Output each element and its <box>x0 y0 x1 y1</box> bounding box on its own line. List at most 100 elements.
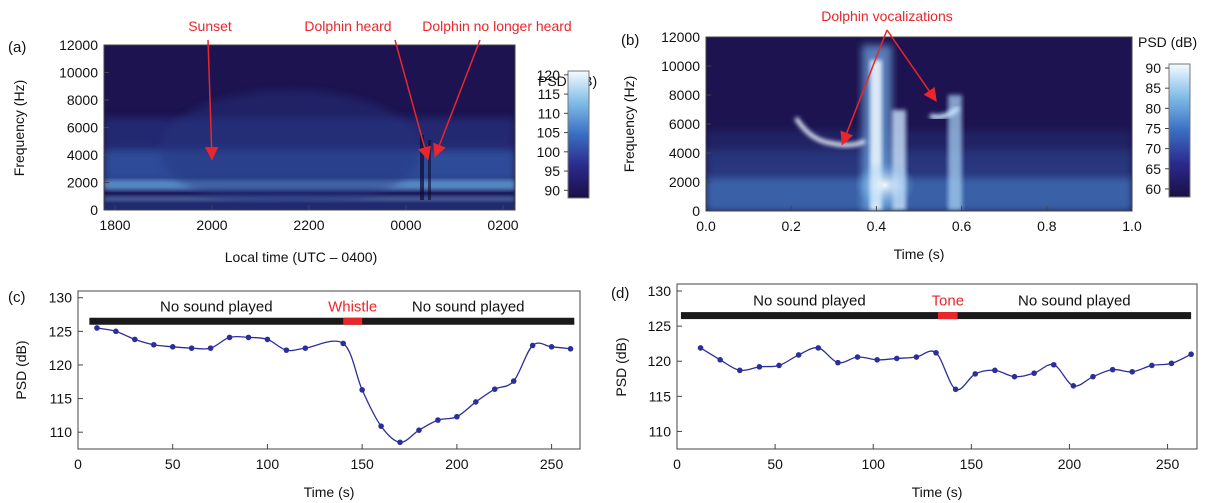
psd-point <box>454 413 460 420</box>
psd-point <box>1031 370 1037 376</box>
y-tick-label: 115 <box>50 391 73 407</box>
x-tick-label: 0 <box>673 456 681 472</box>
x-tick-label: 2200 <box>293 217 324 233</box>
x-tick-label: 0000 <box>390 217 421 233</box>
psd-point <box>226 334 233 341</box>
psd-point <box>397 439 403 446</box>
xlabel-d: Time (s) <box>912 484 963 500</box>
y-tick-label: 2000 <box>669 174 700 190</box>
psd-point <box>132 336 138 343</box>
colorbar-tick-label: 80 <box>1145 100 1161 116</box>
annotation-arrow <box>204 39 219 161</box>
y-tick-label: 130 <box>648 283 672 299</box>
y-tick-label: 120 <box>49 357 73 373</box>
panel-b: (b) Frequency (Hz) Time (s) 020004000600… <box>621 8 1197 262</box>
annotations-b: Dolphin vocalizations <box>821 8 953 146</box>
annotation-arrow <box>840 29 888 146</box>
psd-point <box>94 325 100 331</box>
psd-point <box>736 367 743 374</box>
y-tick-label: 115 <box>649 388 672 404</box>
bar-label-stimulus: Whistle <box>328 298 377 315</box>
x-tick-label: 2000 <box>196 217 227 233</box>
psd-point <box>1090 373 1096 380</box>
panel-a: (a) Frequency (Hz) Local time (UTC – 040… <box>8 18 597 265</box>
psd-point <box>854 354 861 360</box>
x-tick-label: 200 <box>1058 456 1082 472</box>
annotation-label: Dolphin heard <box>304 18 391 34</box>
y-tick-label: 0 <box>692 203 700 219</box>
annotation-arrow <box>394 39 432 161</box>
psd-point <box>169 344 176 350</box>
psd-point <box>717 357 723 363</box>
x-tick-label: 200 <box>445 456 469 472</box>
psd-point <box>756 364 763 370</box>
annotations-a: Sunset Dolphin heard Dolphin no longer hea… <box>188 18 572 161</box>
axes-c: 110 115 120 125 130 0 50 100 150 200 250 <box>49 290 564 472</box>
ylabel-c: PSD (dB) <box>13 340 29 399</box>
silence-bar <box>680 312 1192 320</box>
psd-point <box>972 371 979 377</box>
psd-point <box>992 367 998 374</box>
bar-label-before: No sound played <box>753 293 866 310</box>
psd-point <box>1070 383 1077 389</box>
psd-point <box>264 336 271 343</box>
psd-point <box>776 362 782 369</box>
panel-d: (d) PSD (dB) Time (s) 110 115 120 125 130 0 50… <box>611 283 1198 500</box>
psd-point <box>795 352 802 358</box>
x-tick-label: 0.4 <box>867 218 887 234</box>
colorbar-ticks-a: 90 95 100 105 110 115 120 <box>537 67 568 198</box>
bar-label-after: No sound played <box>1018 293 1131 310</box>
psd-point <box>1011 373 1018 380</box>
y-tick-label: 10000 <box>661 58 700 74</box>
annotation-arrow <box>886 29 937 102</box>
psd-point <box>567 346 574 352</box>
psd-point <box>510 378 517 384</box>
y-tick-label: 6000 <box>67 120 98 136</box>
x-tick-label: 0.6 <box>952 218 972 234</box>
colorbar-tick-label: 70 <box>1145 141 1161 157</box>
psd-point <box>815 345 822 351</box>
y-tick-label: 0 <box>90 202 98 218</box>
psd-point <box>1109 366 1116 373</box>
x-tick-label: 0200 <box>487 217 518 233</box>
psd-point <box>548 344 555 350</box>
bar-label-stimulus: Tone <box>932 293 965 310</box>
axes-d: 110 115 120 125 130 0 50 100 150 200 250 <box>648 283 1180 472</box>
panel-a-label: (a) <box>8 39 26 56</box>
psd-point <box>1188 351 1194 358</box>
y-tick-label: 2000 <box>67 175 98 191</box>
x-tick-label: 150 <box>960 456 984 472</box>
psd-point <box>913 354 920 360</box>
colorbar-tick-label: 90 <box>1145 60 1161 76</box>
xlabel-c: Time (s) <box>304 484 355 500</box>
x-tick-label: 100 <box>256 456 280 472</box>
y-tick-label: 10000 <box>59 65 98 81</box>
y-tick-label: 120 <box>648 353 672 369</box>
x-tick-label: 50 <box>165 456 181 472</box>
xlabel-a: Local time (UTC – 0400) <box>225 249 378 265</box>
bar-label-after: No sound played <box>412 298 525 315</box>
x-tick-label: 50 <box>767 456 783 472</box>
psd-point <box>416 427 422 433</box>
colorbar-tick-label: 65 <box>1145 161 1161 177</box>
y-tick-label: 8000 <box>67 92 98 108</box>
annotation-label: Dolphin vocalizations <box>821 8 953 24</box>
x-ticks-b: 0.0 0.2 0.4 0.6 0.8 1.0 <box>696 206 1142 234</box>
ylabel-b: Frequency (Hz) <box>621 76 637 172</box>
y-tick-label: 110 <box>50 424 73 440</box>
colorbar-ticks-b: 60 65 70 75 80 85 90 <box>1145 60 1169 197</box>
colorbar-a <box>567 70 590 199</box>
y-tick-label: 6000 <box>669 116 700 132</box>
annotation-arrow <box>433 39 481 158</box>
psd-point <box>188 345 195 351</box>
psd-point <box>302 345 309 351</box>
x-tick-label: 250 <box>1156 456 1180 472</box>
annotation-label: Sunset <box>188 18 232 34</box>
psd-point <box>952 386 959 393</box>
colorbar-tick-label: 105 <box>537 125 561 141</box>
panel-d-label: (d) <box>611 285 629 302</box>
x-tick-label: 0 <box>74 456 82 472</box>
psd-point <box>1149 362 1155 369</box>
y-tick-label: 125 <box>648 318 672 334</box>
